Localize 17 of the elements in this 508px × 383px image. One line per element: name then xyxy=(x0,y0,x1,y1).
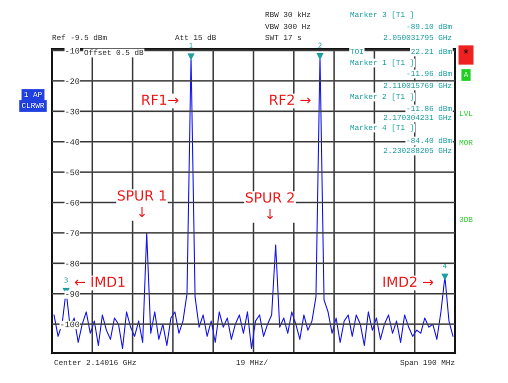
text: * xyxy=(464,49,468,54)
y-tick-label: -30 xyxy=(66,108,80,114)
y-tick-label: -10 xyxy=(66,48,80,54)
annotation: SPUR 2 ↓ xyxy=(246,192,294,220)
y-tick-label: -40 xyxy=(66,139,80,145)
y-tick-label: -80 xyxy=(66,260,80,266)
annotation: ← IMD1 xyxy=(74,276,125,287)
annotation: RF1→ xyxy=(142,94,178,105)
annotation: IMD2 → xyxy=(384,276,434,287)
y-tick-label: -60 xyxy=(66,200,80,206)
y-tick-label: -70 xyxy=(66,230,80,236)
annotation: SPUR 1 ↓ xyxy=(118,190,166,218)
y-tick-label: -20 xyxy=(66,78,80,84)
y-tick-label: -90 xyxy=(66,291,80,297)
annotation: RF2 → xyxy=(270,94,311,105)
y-tick-label: -100 xyxy=(61,322,80,328)
y-tick-label: -50 xyxy=(66,170,80,176)
